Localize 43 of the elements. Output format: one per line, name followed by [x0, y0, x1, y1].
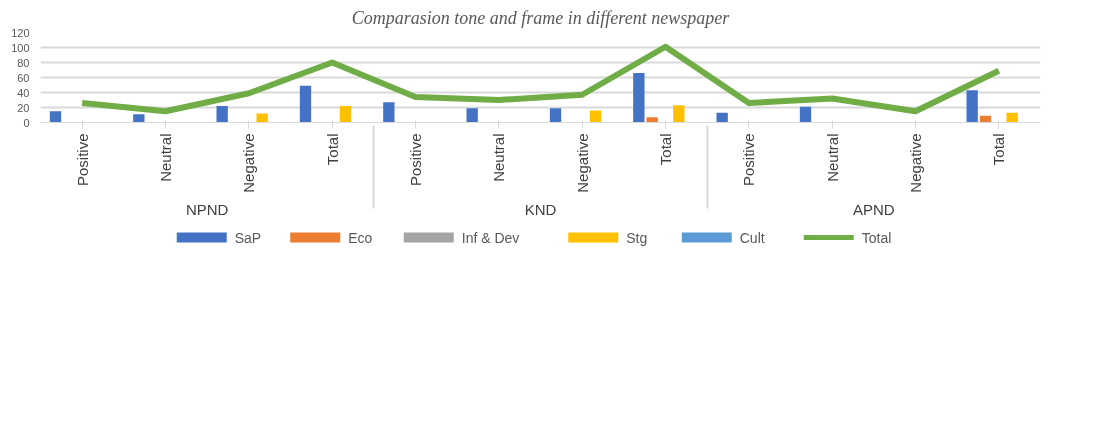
text: APND [853, 200, 895, 218]
bar [133, 114, 145, 123]
y-tick-label: 60 [17, 71, 30, 84]
bar [299, 85, 312, 123]
bar [49, 111, 62, 123]
x-tick-label: Negative [573, 133, 591, 193]
y-tick-label: 20 [17, 101, 30, 114]
x-tick-label: Total [657, 133, 674, 166]
x-tick-label: Negative [240, 133, 258, 193]
x-tick-label: Neutral [490, 133, 508, 182]
bar [383, 102, 395, 123]
chart-title: Comparasion tone and frame in different newspaper [351, 7, 731, 28]
bar [646, 117, 658, 123]
legend-label: Total [861, 229, 892, 246]
y-tick-label: 120 [11, 26, 30, 39]
y-tick-label: 80 [17, 56, 30, 69]
legend-label: Eco [348, 229, 373, 246]
bar [339, 106, 352, 123]
legend-label: Cult [739, 229, 765, 246]
bar [799, 106, 812, 123]
y-tick-label: 0 [23, 116, 30, 129]
x-tick-label: Negative [907, 133, 924, 193]
text: KND [524, 200, 557, 218]
bar [466, 108, 478, 123]
legend-label: Stg [626, 229, 648, 246]
bar [966, 90, 978, 123]
text: NPND [185, 200, 229, 218]
bar [673, 105, 685, 123]
legend-label: SaP [234, 229, 262, 246]
x-tick-label: Positive [740, 133, 758, 187]
bar [1006, 112, 1018, 123]
x-tick-label: Positive [73, 133, 91, 187]
x-tick-label: Neutral [157, 133, 174, 182]
bar [633, 73, 645, 123]
y-tick-label: 40 [17, 86, 30, 99]
x-tick-label: Total [323, 133, 341, 166]
x-tick-label: Neutral [823, 133, 841, 182]
bar [549, 108, 562, 123]
legend-label: Inf & Dev [461, 229, 520, 246]
y-tick-label: 100 [11, 41, 30, 54]
bar [216, 106, 228, 123]
x-tick-label: Total [990, 133, 1008, 166]
x-tick-label: Positive [407, 133, 424, 187]
